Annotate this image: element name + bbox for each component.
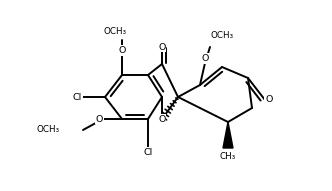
Text: Cl: Cl — [143, 148, 153, 157]
Text: OCH₃: OCH₃ — [37, 125, 60, 134]
Polygon shape — [223, 122, 233, 148]
Text: O: O — [96, 114, 103, 124]
Text: O: O — [118, 46, 126, 55]
Text: OCH₃: OCH₃ — [104, 28, 126, 36]
Text: CH₃: CH₃ — [220, 152, 236, 161]
Text: Cl: Cl — [73, 92, 82, 101]
Text: O: O — [158, 114, 166, 124]
Text: O: O — [201, 54, 209, 63]
Text: O: O — [158, 43, 166, 52]
Text: O: O — [265, 96, 272, 104]
Text: OCH₃: OCH₃ — [210, 32, 234, 40]
